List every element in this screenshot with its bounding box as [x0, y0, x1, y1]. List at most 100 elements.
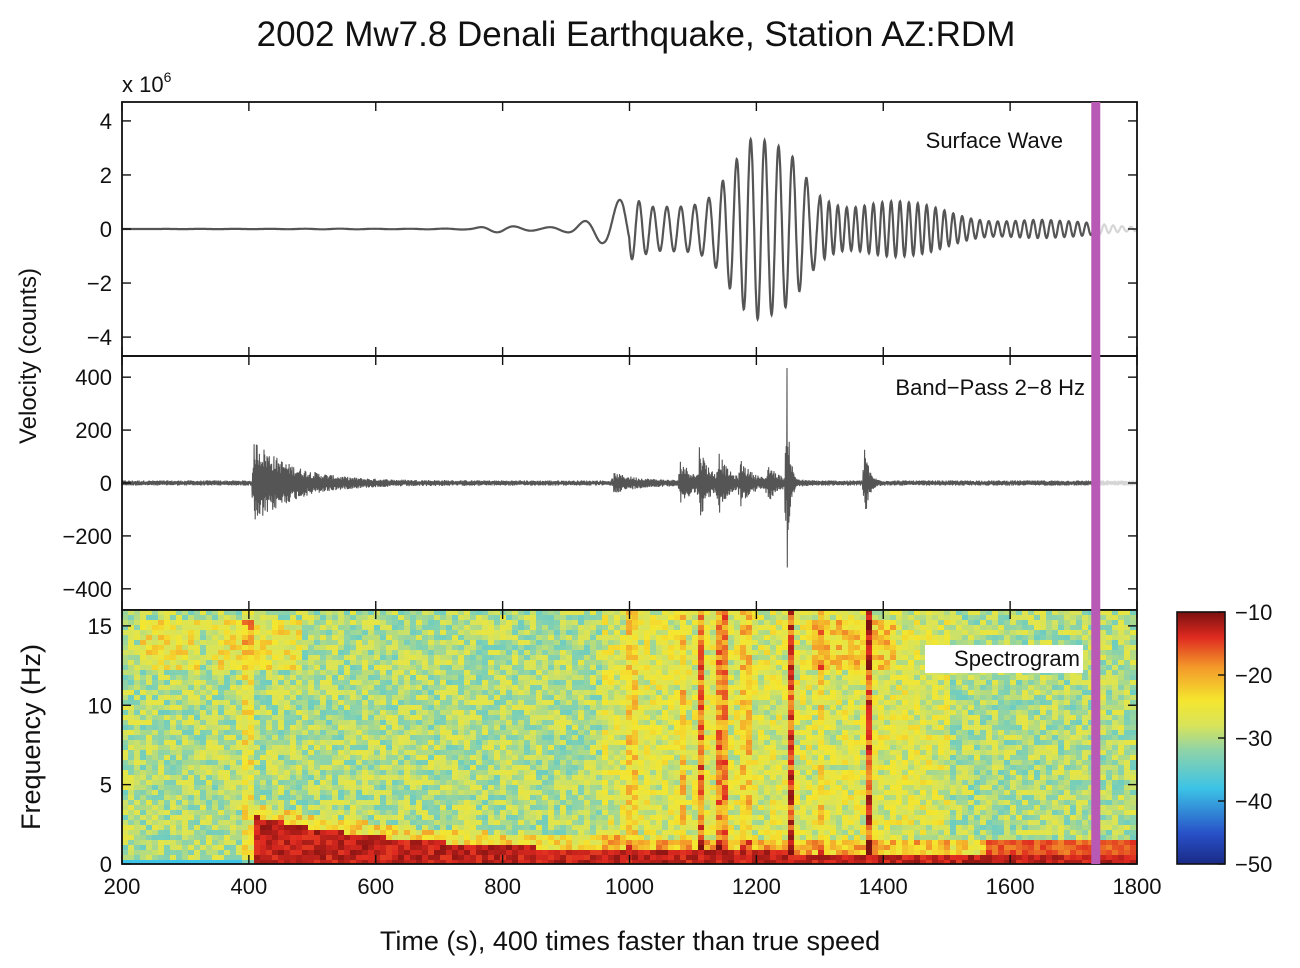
spectrogram-cell	[266, 860, 272, 864]
spectrogram-cell	[608, 690, 614, 695]
spectrogram-cell	[218, 805, 224, 810]
spectrogram-cell	[248, 785, 254, 790]
spectrogram-cell	[242, 815, 248, 820]
spectrogram-cell	[158, 650, 164, 655]
spectrogram-cell	[254, 650, 260, 655]
spectrogram-cell	[578, 630, 584, 635]
spectrogram-cell	[254, 720, 260, 725]
spectrogram-cell	[458, 815, 464, 820]
spectrogram-cell	[392, 775, 398, 780]
spectrogram-cell	[308, 710, 314, 715]
spectrogram-cell	[164, 840, 170, 845]
spectrogram-cell	[392, 740, 398, 745]
spectrogram-cell	[506, 825, 512, 830]
spectrogram-cell	[224, 770, 230, 775]
spectrogram-cell	[512, 630, 518, 635]
spectrogram-cell	[440, 725, 446, 730]
spectrogram-cell	[146, 845, 152, 850]
spectrogram-cell	[518, 730, 524, 735]
spectrogram-cell	[188, 775, 194, 780]
spectrogram-cell	[128, 810, 134, 815]
spectrogram-cell	[650, 780, 656, 785]
spectrogram-cell	[176, 775, 182, 780]
spectrogram-cell	[482, 750, 488, 755]
spectrogram-cell	[584, 790, 590, 795]
spectrogram-cell	[446, 680, 452, 685]
spectrogram-cell	[602, 815, 608, 820]
spectrogram-cell	[152, 770, 158, 775]
spectrogram-cell	[206, 835, 212, 840]
spectrogram-cell	[284, 645, 290, 650]
spectrogram-cell	[122, 845, 128, 850]
spectrogram-cell	[518, 785, 524, 790]
spectrogram-cell	[680, 760, 686, 765]
spectrogram-cell	[224, 665, 230, 670]
spectrogram-cell	[260, 740, 266, 745]
spectrogram-cell	[650, 630, 656, 635]
spectrogram-cell	[164, 695, 170, 700]
spectrogram-cell	[686, 840, 692, 845]
spectrogram-cell	[152, 675, 158, 680]
spectrogram-cell	[302, 685, 308, 690]
spectrogram-cell	[314, 695, 320, 700]
spectrogram-cell	[578, 765, 584, 770]
spectrogram-cell	[494, 780, 500, 785]
spectrogram-cell	[302, 740, 308, 745]
spectrogram-cell	[674, 860, 680, 864]
spectrogram-cell	[230, 765, 236, 770]
spectrogram-cell	[368, 770, 374, 775]
spectrogram-cell	[434, 805, 440, 810]
spectrogram-cell	[458, 735, 464, 740]
spectrogram-cell	[242, 620, 248, 625]
spectrogram-cell	[200, 725, 206, 730]
spectrogram-cell	[404, 695, 410, 700]
spectrogram-cell	[638, 740, 644, 745]
spectrogram-cell	[614, 770, 620, 775]
spectrogram-cell	[644, 730, 650, 735]
spectrogram-cell	[356, 700, 362, 705]
spectrogram-cell	[566, 665, 572, 670]
spectrogram-cell	[614, 845, 620, 850]
spectrogram-cell	[314, 690, 320, 695]
spectrogram-cell	[608, 680, 614, 685]
spectrogram-cell	[428, 630, 434, 635]
spectrogram-cell	[254, 725, 260, 730]
spectrogram-cell	[212, 625, 218, 630]
spectrogram-cell	[632, 720, 638, 725]
spectrogram-cell	[392, 845, 398, 850]
spectrogram-cell	[464, 820, 470, 825]
spectrogram-cell	[602, 695, 608, 700]
spectrogram-cell	[308, 700, 314, 705]
spectrogram-cell	[176, 800, 182, 805]
spectrogram-cell	[170, 780, 176, 785]
band-pass-plot	[122, 367, 1137, 568]
spectrogram-cell	[572, 755, 578, 760]
spectrogram-cell	[638, 710, 644, 715]
spectrogram-cell	[530, 690, 536, 695]
spectrogram-cell	[488, 615, 494, 620]
spectrogram-cell	[350, 795, 356, 800]
spectrogram-cell	[476, 835, 482, 840]
spectrogram-cell	[566, 775, 572, 780]
spectrogram-cell	[218, 850, 224, 855]
spectrogram-cell	[692, 625, 698, 630]
spectrogram-cell	[566, 835, 572, 840]
spectrogram-cell	[476, 770, 482, 775]
spectrogram-cell	[644, 770, 650, 775]
spectrogram-cell	[614, 715, 620, 720]
spectrogram-cell	[242, 850, 248, 855]
spectrogram-cell	[410, 650, 416, 655]
spectrogram-cell	[284, 775, 290, 780]
spectrogram-cell	[518, 855, 524, 860]
spectrogram-cell	[290, 615, 296, 620]
spectrogram-cell	[218, 745, 224, 750]
spectrogram-cell	[242, 695, 248, 700]
spectrogram-cell	[554, 720, 560, 725]
spectrogram-cell	[650, 810, 656, 815]
spectrogram-cell	[152, 645, 158, 650]
spectrogram-cell	[224, 780, 230, 785]
spectrogram-cell	[200, 770, 206, 775]
spectrogram-cell	[272, 765, 278, 770]
spectrogram-cell	[224, 670, 230, 675]
spectrogram-cell	[188, 800, 194, 805]
